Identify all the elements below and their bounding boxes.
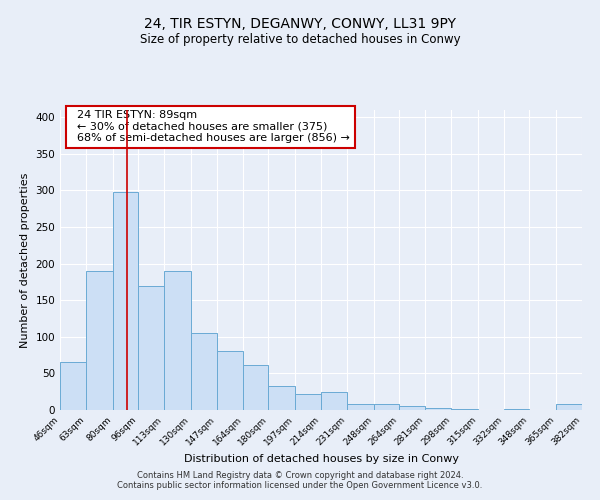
Bar <box>556 404 582 410</box>
X-axis label: Distribution of detached houses by size in Conwy: Distribution of detached houses by size … <box>184 454 458 464</box>
Text: 24, TIR ESTYN, DEGANWY, CONWY, LL31 9PY: 24, TIR ESTYN, DEGANWY, CONWY, LL31 9PY <box>144 18 456 32</box>
Bar <box>244 364 268 410</box>
Bar <box>217 352 244 410</box>
Bar <box>425 408 451 410</box>
Bar <box>137 286 164 410</box>
Bar <box>347 404 374 410</box>
Bar <box>191 333 217 410</box>
Bar <box>374 404 398 410</box>
Text: Size of property relative to detached houses in Conwy: Size of property relative to detached ho… <box>140 32 460 46</box>
Bar <box>60 362 86 410</box>
Bar <box>321 392 347 410</box>
Text: 24 TIR ESTYN: 89sqm
  ← 30% of detached houses are smaller (375)
  68% of semi-d: 24 TIR ESTYN: 89sqm ← 30% of detached ho… <box>70 110 350 143</box>
Bar <box>295 394 321 410</box>
Bar <box>86 271 113 410</box>
Text: Contains HM Land Registry data © Crown copyright and database right 2024.
Contai: Contains HM Land Registry data © Crown c… <box>118 470 482 490</box>
Bar <box>164 271 191 410</box>
Y-axis label: Number of detached properties: Number of detached properties <box>20 172 30 348</box>
Bar <box>268 386 295 410</box>
Bar <box>398 406 425 410</box>
Bar <box>113 192 137 410</box>
